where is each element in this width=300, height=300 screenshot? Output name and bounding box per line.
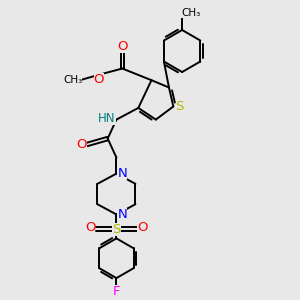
Text: O: O bbox=[85, 221, 95, 234]
Text: N: N bbox=[117, 167, 127, 180]
Text: O: O bbox=[137, 221, 148, 234]
Text: S: S bbox=[112, 223, 121, 236]
Text: O: O bbox=[94, 73, 104, 86]
Text: CH₃: CH₃ bbox=[181, 8, 200, 18]
Text: F: F bbox=[113, 285, 120, 298]
Text: CH₃: CH₃ bbox=[63, 75, 82, 85]
Text: N: N bbox=[117, 208, 127, 221]
Text: S: S bbox=[176, 100, 184, 113]
Text: O: O bbox=[77, 138, 87, 151]
Text: HN: HN bbox=[98, 112, 116, 124]
Text: O: O bbox=[117, 40, 128, 52]
